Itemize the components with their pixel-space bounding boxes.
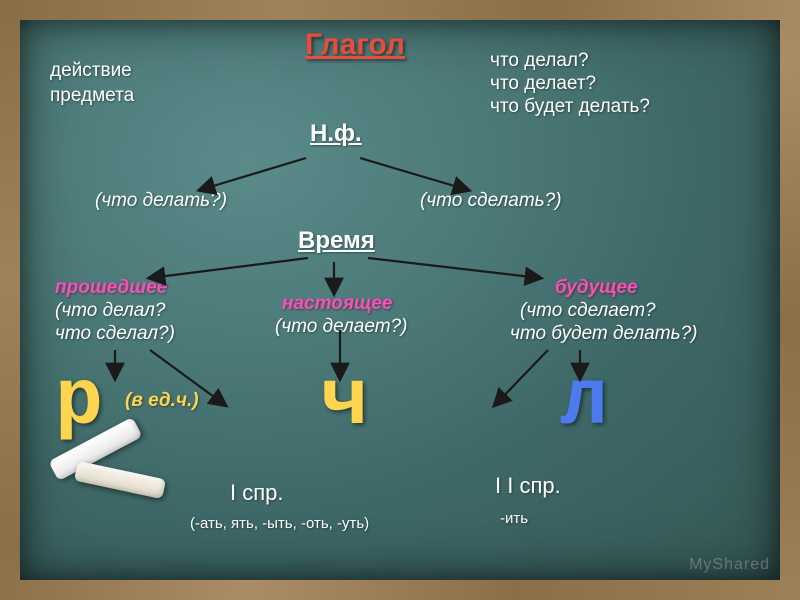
conj2-endings: -ить	[500, 510, 528, 527]
chalkboard: Глагол действие предмета что делал? что …	[0, 0, 800, 600]
questions-line2: что делает?	[490, 73, 596, 95]
future-label: будущее	[555, 277, 638, 299]
watermark: MyShared	[689, 556, 770, 574]
conj1-label: I спр.	[230, 480, 284, 506]
conj2-label: I I спр.	[495, 473, 561, 499]
letter-ch: ч	[320, 363, 368, 443]
infinitive-label: Н.ф.	[310, 120, 362, 148]
conj1-endings: (-ать, ять, -ыть, -оть, -уть)	[190, 515, 369, 532]
past-q1: (что делал?	[55, 300, 165, 322]
present-q1: (что делает?)	[275, 316, 407, 338]
tense-label: Время	[298, 227, 375, 255]
future-q1: (что сделает?	[520, 300, 656, 322]
letter-l: л	[560, 363, 608, 443]
letter-r: р	[55, 363, 103, 443]
questions-line3: что будет делать?	[490, 96, 650, 118]
subject-line1: действие	[50, 60, 132, 82]
nf-left-question: (что делать?)	[95, 190, 227, 212]
singular-note: (в ед.ч.)	[125, 390, 199, 412]
questions-line1: что делал?	[490, 50, 589, 72]
chalk-stick-2	[74, 461, 166, 499]
past-label: прошедшее	[55, 277, 167, 299]
past-q2: что сделал?)	[55, 323, 175, 345]
future-q2: что будет делать?)	[510, 323, 697, 345]
title: Глагол	[305, 28, 405, 62]
present-label: настоящее	[282, 293, 392, 315]
nf-right-question: (что сделать?)	[420, 190, 562, 212]
subject-line2: предмета	[50, 85, 134, 107]
